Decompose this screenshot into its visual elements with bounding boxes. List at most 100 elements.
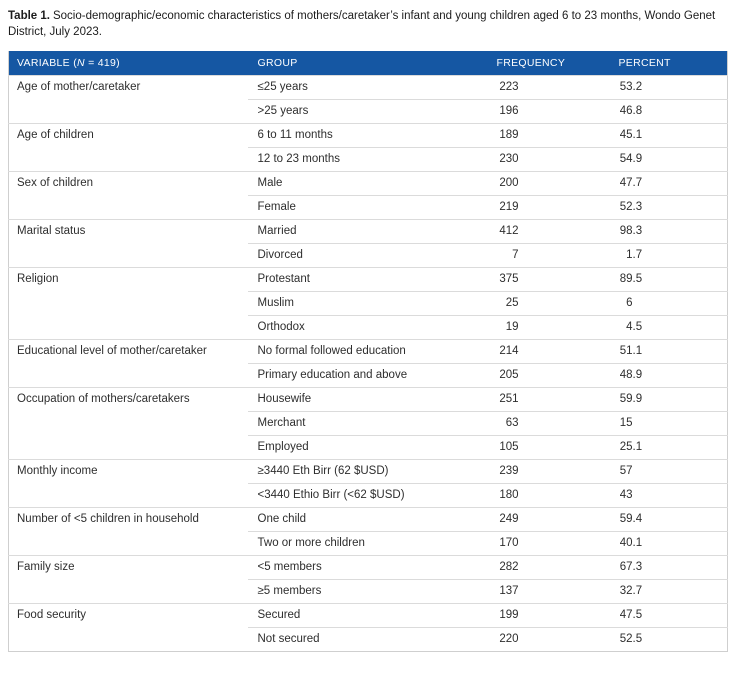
variable-cell: Monthly income [8, 458, 248, 508]
group-cell: ≥3440 Eth Birr (62 $USD) [247, 458, 489, 484]
variable-cell: Educational level of mother/caretaker [8, 338, 248, 388]
percent-cell: 51.1 [610, 338, 728, 364]
table-row: Two or more children 170 40.1 [9, 530, 728, 556]
table-row: Orthodox 19 4.5 [9, 314, 728, 340]
frequency-value: 137 [499, 584, 519, 597]
group-cell: <5 members [247, 554, 489, 580]
percent-value: 4 [626, 320, 633, 333]
frequency-cell: 63 [488, 410, 611, 436]
frequency-cell: 282 [488, 554, 611, 580]
percent-decimal: .1 [632, 440, 643, 453]
percent-decimal: .3 [632, 200, 643, 213]
frequency-cell: 199 [488, 602, 611, 628]
table-row: Primary education and above 205 48.9 [9, 362, 728, 388]
variable-cell: Sex of children [8, 170, 248, 220]
table-row: >25 years 196 46.8 [9, 98, 728, 124]
group-cell: 6 to 11 months [247, 122, 489, 148]
frequency-cell: 189 [488, 122, 611, 148]
percent-decimal: .5 [632, 632, 643, 645]
group-cell: Female [247, 194, 489, 220]
percent-value: 43 [619, 488, 633, 501]
frequency-value: 230 [499, 152, 519, 165]
table-row: Food security Secured 199 47.5 [8, 602, 728, 652]
group-cell: 12 to 23 months [247, 146, 489, 172]
frequency-cell: 251 [488, 386, 611, 412]
frequency-value: 219 [499, 200, 519, 213]
percent-decimal: .1 [632, 344, 643, 357]
percent-value: 54 [619, 152, 633, 165]
frequency-value: 282 [499, 560, 519, 573]
frequency-cell: 137 [488, 578, 611, 604]
frequency-cell: 205 [488, 362, 611, 388]
group-cell: One child [247, 506, 489, 532]
percent-cell: 89.5 [610, 266, 728, 292]
percent-value: 46 [619, 104, 633, 117]
group-cell: No formal followed education [247, 338, 489, 364]
variable-cell: Number of <5 children in household [8, 506, 248, 556]
percent-cell: 53.2 [610, 74, 728, 100]
table-caption: Table 1. Socio-demographic/economic chara… [8, 8, 732, 41]
frequency-value: 375 [499, 272, 519, 285]
frequency-cell: 180 [488, 482, 611, 508]
table-row: 12 to 23 months 230 54.9 [9, 146, 728, 172]
group-cell: ≥5 members [247, 578, 489, 604]
frequency-cell: 7 [488, 242, 611, 268]
table-body: Age of mother/caretaker ≤25 years 223 53.2 >… [8, 74, 728, 652]
frequency-value: 189 [499, 128, 519, 141]
frequency-value: 19 [505, 320, 519, 333]
table-row: Female 219 52.3 [9, 194, 728, 220]
frequency-value: 170 [499, 536, 519, 549]
group-cell: Divorced [247, 242, 489, 268]
variable-cell: Age of mother/caretaker [8, 74, 248, 124]
variable-header-pre: VARIABLE ( [17, 56, 77, 69]
frequency-value: 25 [505, 296, 519, 309]
header-row: VARIABLE (N = 419) GROUP FREQUENCY PERCE… [8, 50, 728, 76]
frequency-value: 205 [499, 368, 519, 381]
percent-decimal: .5 [632, 608, 643, 621]
frequency-cell: 219 [488, 194, 611, 220]
percent-cell: 98.3 [610, 218, 728, 244]
percent-cell: 25.1 [610, 434, 728, 460]
frequency-cell: 239 [488, 458, 611, 484]
frequency-value: 199 [499, 608, 519, 621]
group-cell: Not secured [247, 626, 489, 652]
group-cell: Married [247, 218, 489, 244]
percent-value: 15 [619, 416, 633, 429]
column-header-percent: PERCENT [610, 50, 728, 76]
percent-value: 52 [619, 200, 633, 213]
frequency-cell: 412 [488, 218, 611, 244]
group-cell: Muslim [247, 290, 489, 316]
percent-cell: 57 [610, 458, 728, 484]
percent-decimal: .7 [632, 584, 643, 597]
percent-cell: 67.3 [610, 554, 728, 580]
group-cell: Merchant [247, 410, 489, 436]
table-row: ≥5 members 137 32.7 [9, 578, 728, 604]
frequency-cell: 214 [488, 338, 611, 364]
group-cell: Protestant [247, 266, 489, 292]
percent-cell: 59.9 [610, 386, 728, 412]
percent-cell: 43 [610, 482, 728, 508]
percent-decimal: .9 [632, 368, 643, 381]
percent-value: 47 [619, 176, 633, 189]
percent-value: 89 [619, 272, 633, 285]
variable-header-n: N [77, 56, 85, 69]
frequency-cell: 249 [488, 506, 611, 532]
variable-cell: Marital status [8, 218, 248, 268]
table-row: Age of children 6 to 11 months 189 45.1 [8, 122, 728, 172]
frequency-cell: 19 [488, 314, 611, 340]
percent-cell: 47.5 [610, 602, 728, 628]
frequency-cell: 223 [488, 74, 611, 100]
column-header-variable: VARIABLE (N = 419) [8, 50, 248, 76]
percent-decimal: .1 [632, 536, 643, 549]
table-row: Age of mother/caretaker ≤25 years 223 53.2 [8, 74, 728, 124]
frequency-value: 249 [499, 512, 519, 525]
group-cell: Employed [247, 434, 489, 460]
frequency-cell: 230 [488, 146, 611, 172]
table-row: Merchant 63 15 [9, 410, 728, 436]
percent-cell: 45.1 [610, 122, 728, 148]
characteristics-table: VARIABLE (N = 419) GROUP FREQUENCY PERCE… [8, 50, 728, 652]
percent-cell: 40.1 [610, 530, 728, 556]
table-row: Divorced 7 1.7 [9, 242, 728, 268]
table-row: Marital status Married 412 98.3 [8, 218, 728, 268]
group-cell: Male [247, 170, 489, 196]
